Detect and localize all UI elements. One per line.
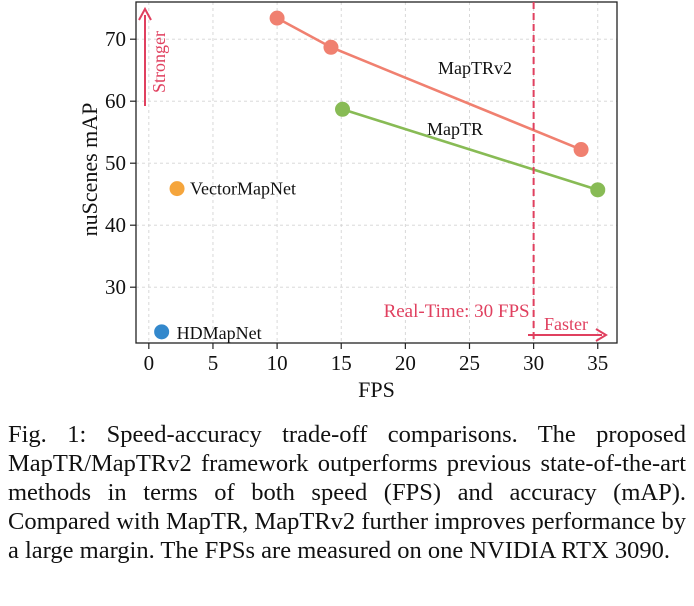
y-tick-label: 70	[105, 27, 126, 51]
grid	[136, 2, 617, 343]
data-point-maptr	[335, 101, 351, 117]
series-maptr	[335, 101, 606, 198]
x-tick-label: 5	[208, 351, 219, 375]
y-tick-label: 30	[105, 275, 126, 299]
series-line-maptr	[342, 108, 599, 192]
series-label-maptr: MapTR	[427, 119, 483, 139]
series-vectormapnet	[169, 181, 185, 197]
series-label-maptrv2: MapTRv2	[438, 58, 512, 78]
series-hdmapnet	[154, 324, 170, 340]
axes: 0 5 10 15 20 25 30 35 30 40 50 60 70 FPS nuScenes mAP	[77, 1, 618, 402]
x-tick-label: 0	[144, 351, 155, 375]
series-label-hdmapnet: HDMapNet	[177, 323, 262, 343]
faster-label: Faster	[544, 314, 588, 334]
data-point-hdmapnet	[154, 324, 170, 340]
series-label-vectormapnet: VectorMapNet	[190, 179, 296, 199]
x-tick-label: 20	[395, 351, 416, 375]
y-tick-label: 60	[105, 89, 126, 113]
figure-caption: Fig. 1: Speed-accuracy trade-off compari…	[8, 421, 686, 564]
x-tick-label: 10	[267, 351, 288, 375]
y-tick-label: 40	[105, 213, 126, 237]
x-tick-label: 30	[523, 351, 544, 375]
data-point-maptrv2	[323, 39, 339, 55]
series	[154, 10, 606, 340]
data-point-maptr	[590, 182, 606, 198]
y-tick-label: 50	[105, 151, 126, 175]
x-tick-label: 15	[331, 351, 352, 375]
x-axis-label: FPS	[358, 377, 395, 402]
data-point-vectormapnet	[169, 181, 185, 197]
faster-arrow-head	[595, 328, 608, 342]
data-point-maptrv2	[269, 10, 285, 26]
stronger-label: Stronger	[149, 31, 169, 93]
x-tick-label: 25	[459, 351, 480, 375]
data-point-maptrv2	[573, 142, 589, 158]
y-axis-label: nuScenes mAP	[77, 103, 102, 237]
x-tick-label: 35	[587, 351, 608, 375]
plot-frame	[135, 1, 618, 344]
series-maptrv2	[269, 10, 589, 158]
stronger-arrow-head	[138, 6, 152, 21]
realtime-threshold-label: Real-Time: 30 FPS	[384, 301, 530, 322]
annotations: Real-Time: 30 FPS MapTRv2 MapTR VectorMapNe…	[138, 2, 608, 343]
